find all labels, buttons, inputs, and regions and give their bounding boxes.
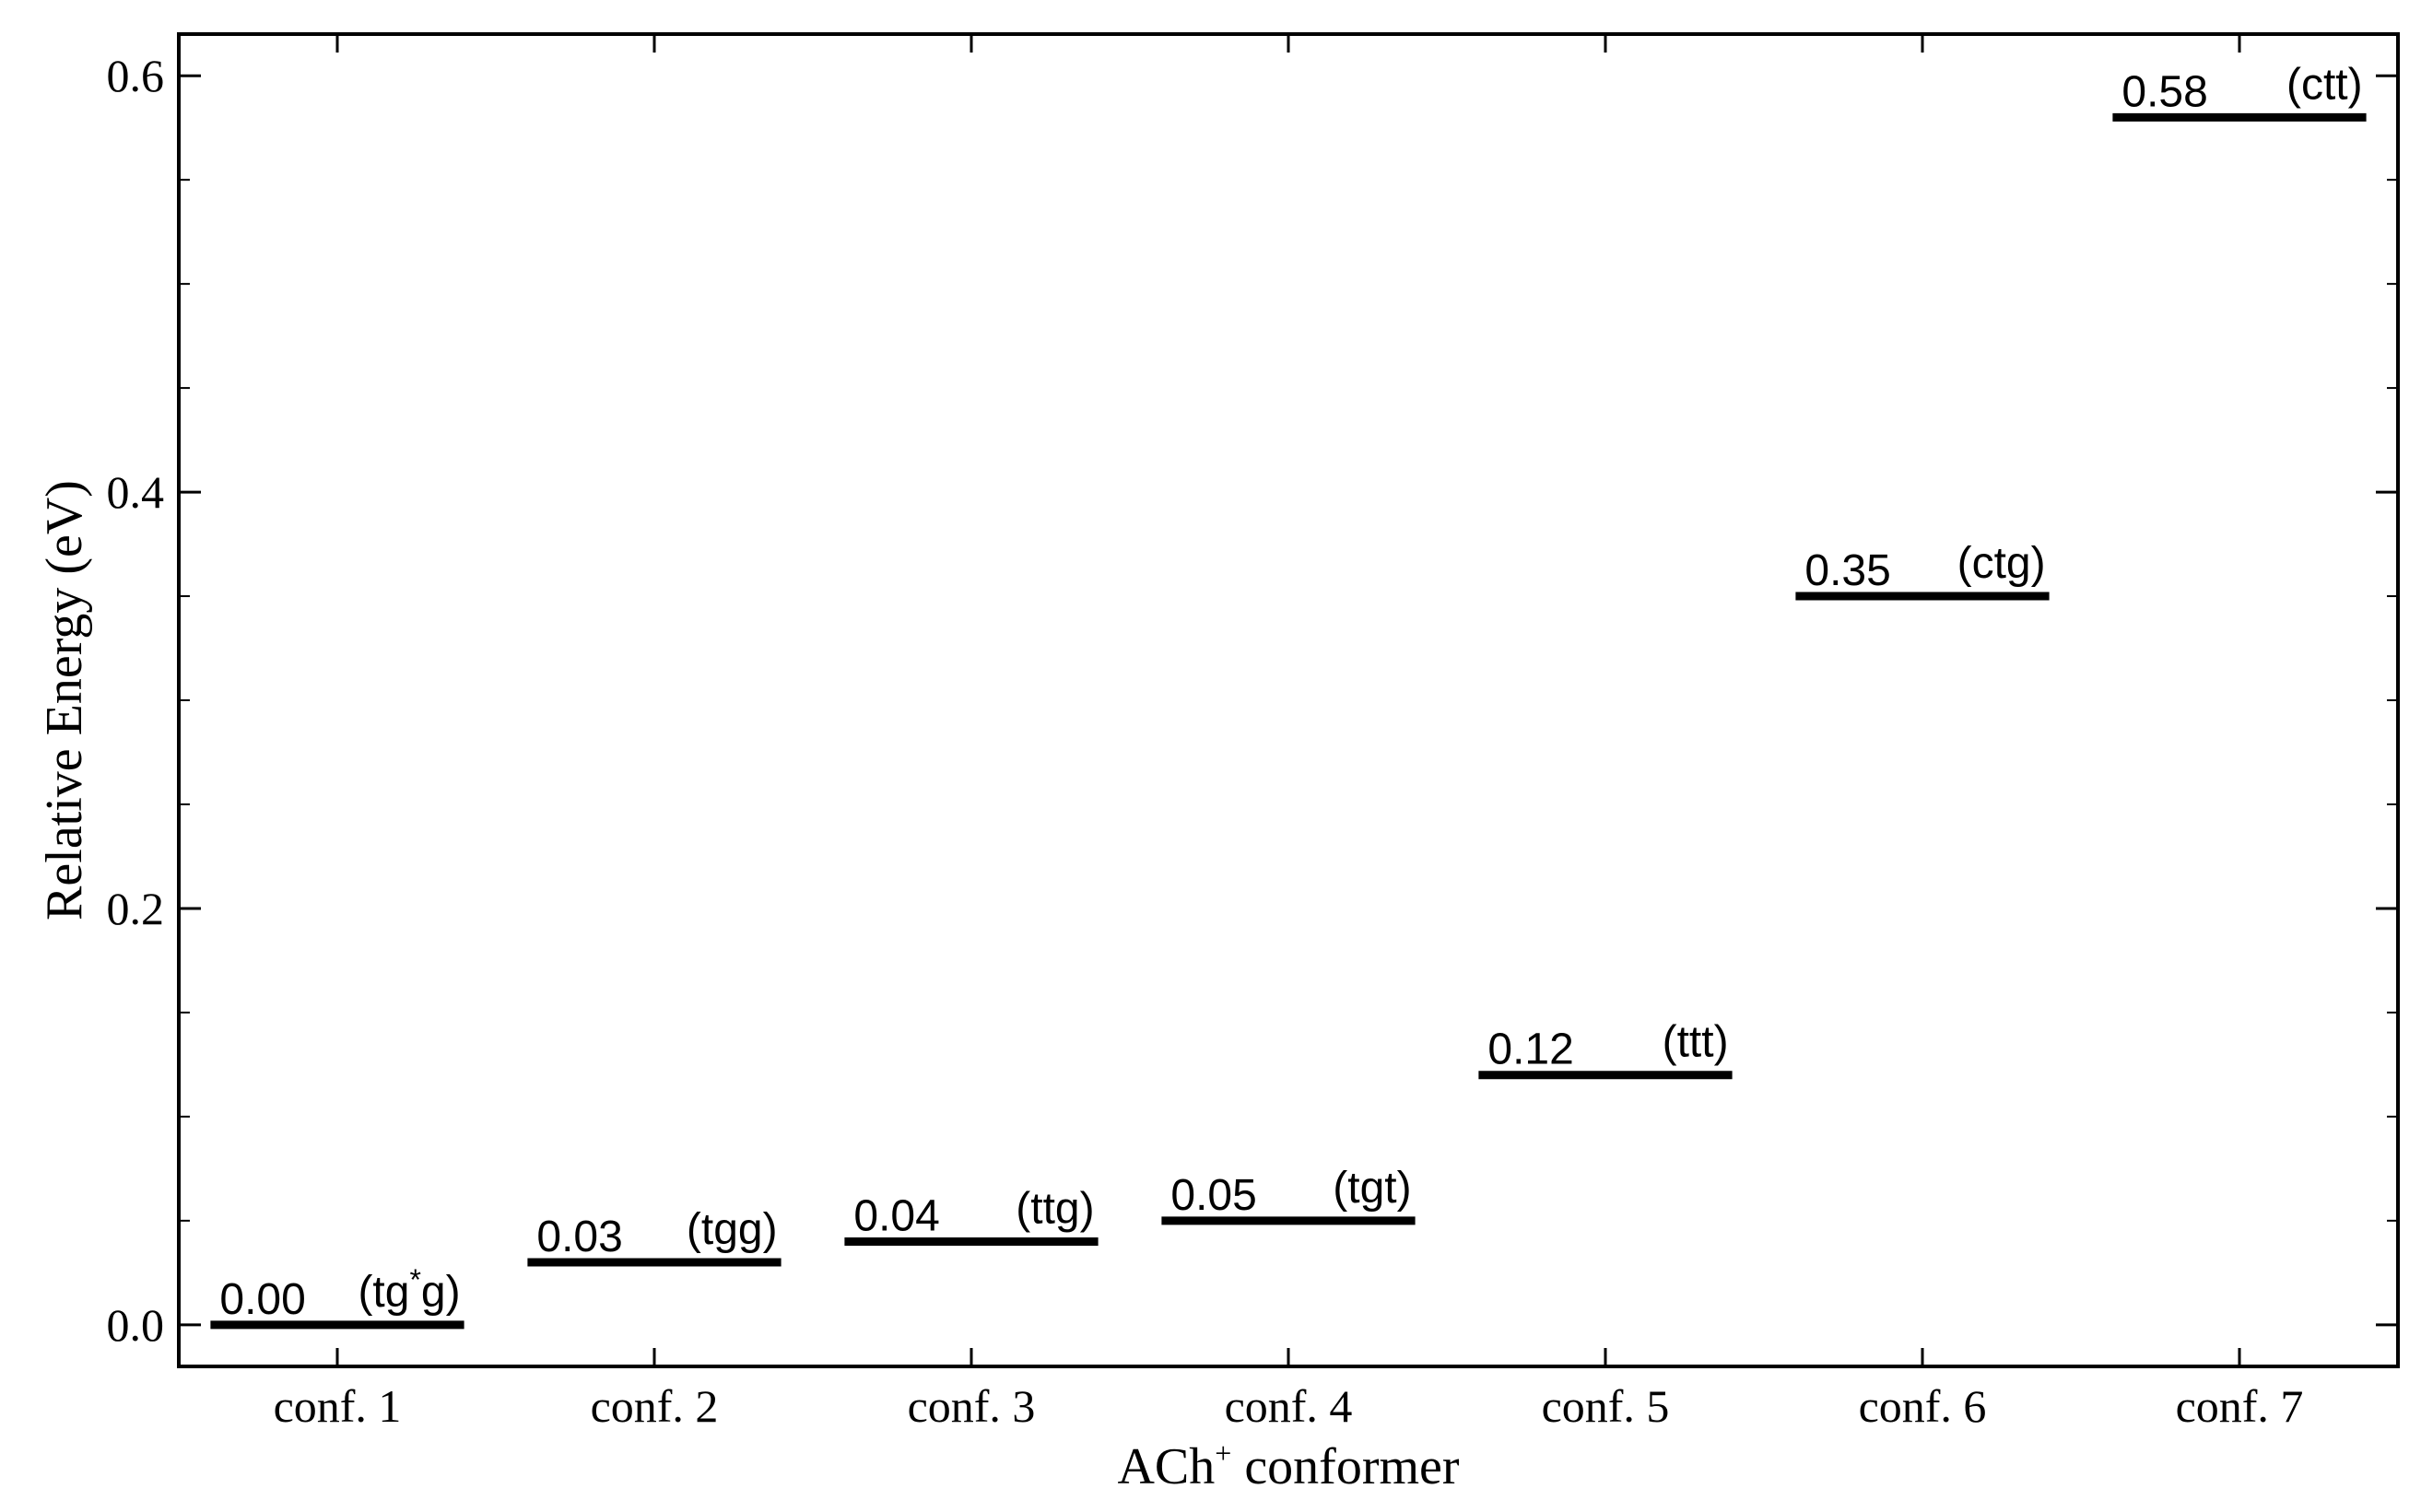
x-tick-label: conf. 4 bbox=[1225, 1380, 1353, 1432]
energy-value-label: 0.05 bbox=[1170, 1171, 1256, 1220]
conformer-label-pre: (ctg) bbox=[1957, 539, 2046, 588]
y-axis-label: Relative Energy (eV) bbox=[36, 480, 93, 920]
y-tick-label: 0.6 bbox=[107, 50, 165, 101]
x-axis-ticks: conf. 1 conf. 2 conf. 3 conf. 4 conf. 5 conf.… bbox=[274, 34, 2304, 1432]
level-annotations: 0.00 (tg*g) 0.03 (tgg) 0.04 (ttg) 0.05 (tgt) 0.1… bbox=[219, 60, 2362, 1323]
x-tick-label: conf. 2 bbox=[591, 1380, 719, 1432]
conformer-label-pre: (tgt) bbox=[1333, 1164, 1411, 1213]
conformer-label-post: g) bbox=[421, 1268, 461, 1317]
x-axis-label: ACh+ conformer bbox=[1117, 1436, 1459, 1495]
x-axis-label-sup: + bbox=[1215, 1436, 1231, 1470]
conformer-label: (ttt) bbox=[1663, 1018, 1729, 1067]
conformer-label-pre: (tg bbox=[358, 1268, 409, 1317]
x-tick-label: conf. 5 bbox=[1542, 1380, 1670, 1432]
energy-value-label: 0.12 bbox=[1487, 1026, 1573, 1074]
x-axis-label-rest: conformer bbox=[1231, 1438, 1460, 1495]
x-tick-label: conf. 3 bbox=[908, 1380, 1036, 1432]
y-tick-label: 0.2 bbox=[107, 883, 165, 934]
conformer-label: (ttg) bbox=[1016, 1184, 1094, 1233]
conformer-label: (tgt) bbox=[1333, 1164, 1411, 1213]
energy-value-label: 0.58 bbox=[2121, 67, 2207, 116]
energy-value-label: 0.35 bbox=[1804, 546, 1890, 595]
energy-value-label: 0.03 bbox=[536, 1213, 622, 1261]
conformer-label: (ctg) bbox=[1957, 539, 2046, 588]
x-axis-label-base: ACh bbox=[1117, 1438, 1215, 1495]
conformer-label: (tgg) bbox=[687, 1205, 778, 1254]
energy-value-label: 0.00 bbox=[219, 1275, 305, 1324]
y-tick-label: 0.0 bbox=[107, 1299, 165, 1351]
energy-levels bbox=[210, 112, 2367, 1330]
y-tick-label: 0.4 bbox=[107, 466, 165, 518]
conformer-label-pre: (ttg) bbox=[1016, 1184, 1094, 1233]
conformer-label: (ctt) bbox=[2286, 60, 2363, 109]
y-axis-ticks: 0.0 0.2 0.4 0.6 bbox=[107, 50, 2398, 1351]
x-tick-label: conf. 7 bbox=[2176, 1380, 2304, 1432]
conformer-label-pre: (ctt) bbox=[2286, 60, 2363, 109]
conformer-label-pre: (ttt) bbox=[1663, 1018, 1729, 1067]
energy-value-label: 0.04 bbox=[853, 1191, 939, 1240]
plot-frame bbox=[177, 32, 2400, 1368]
conformer-label-sup: * bbox=[409, 1263, 420, 1296]
conformer-label: (tg*g) bbox=[358, 1263, 460, 1317]
conformer-label-pre: (tgg) bbox=[687, 1205, 778, 1254]
x-tick-label: conf. 6 bbox=[1859, 1380, 1987, 1432]
x-tick-label: conf. 1 bbox=[274, 1380, 402, 1432]
